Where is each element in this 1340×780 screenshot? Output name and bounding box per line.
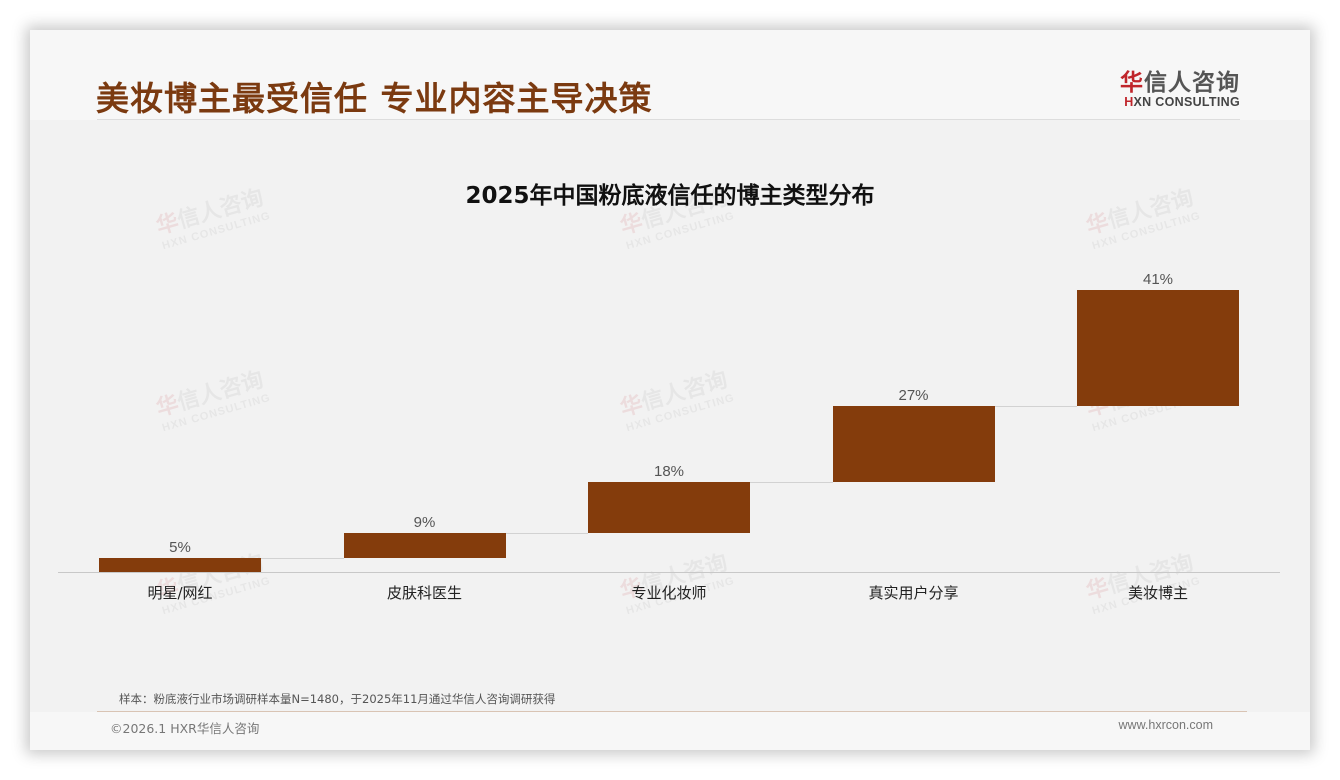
- title-divider: [97, 119, 1240, 120]
- page-title: 美妆博主最受信任 专业内容主导决策: [96, 79, 653, 118]
- category-label: 美妆博主: [1127, 584, 1188, 602]
- footer-divider: [97, 711, 1247, 712]
- bar: [1077, 290, 1239, 406]
- connector-line: [261, 558, 344, 559]
- header-band: [30, 30, 1310, 120]
- bar: [343, 533, 506, 558]
- bar: [99, 558, 261, 572]
- logo-accent-char: 华: [1120, 70, 1144, 96]
- logo-en: HXN CONSULTING: [1120, 95, 1240, 109]
- sample-footnote: 样本：粉底液行业市场调研样本量N=1480，于2025年11月通过华信人咨询调研…: [119, 692, 556, 706]
- category-label: 真实用户分享: [868, 584, 959, 602]
- bar-value-label: 9%: [413, 514, 436, 531]
- waterfall-chart: 5% 明星/网红 9% 皮肤科医生 18% 专业化妆师 27% 真实用户分享 41% 美妆博主: [30, 30, 1310, 750]
- category-label: 明星/网红: [147, 584, 213, 602]
- bar-value-label: 41%: [1142, 271, 1174, 288]
- bar: [588, 482, 750, 533]
- category-label: 皮肤科医生: [386, 584, 462, 602]
- bar: [832, 406, 995, 482]
- logo-cn-text: 信人咨询: [1144, 70, 1240, 96]
- logo-en-text: XN CONSULTING: [1133, 95, 1240, 109]
- bar-value-label: 5%: [169, 539, 191, 556]
- x-axis-baseline: [58, 572, 1280, 573]
- bar-value-label: 27%: [898, 387, 929, 404]
- logo-cn: 华信人咨询: [1120, 63, 1240, 97]
- connector-line: [505, 533, 588, 534]
- website-link[interactable]: www.hxrcon.com: [1118, 718, 1213, 732]
- company-logo: 华信人咨询 HXN CONSULTING: [1120, 63, 1240, 109]
- slide: 美妆博主最受信任 专业内容主导决策 华信人咨询 HXN CONSULTING 华…: [30, 30, 1310, 750]
- connector-line: [994, 406, 1077, 407]
- copyright-text: ©2026.1 HXR华信人咨询: [110, 721, 260, 736]
- footer-band: [30, 712, 1310, 750]
- chart-title: 2025年中国粉底液信任的博主类型分布: [465, 183, 875, 209]
- bar-value-label: 18%: [653, 463, 685, 480]
- category-label: 专业化妆师: [631, 584, 707, 602]
- connector-line: [750, 482, 833, 483]
- logo-en-accent: H: [1124, 95, 1134, 109]
